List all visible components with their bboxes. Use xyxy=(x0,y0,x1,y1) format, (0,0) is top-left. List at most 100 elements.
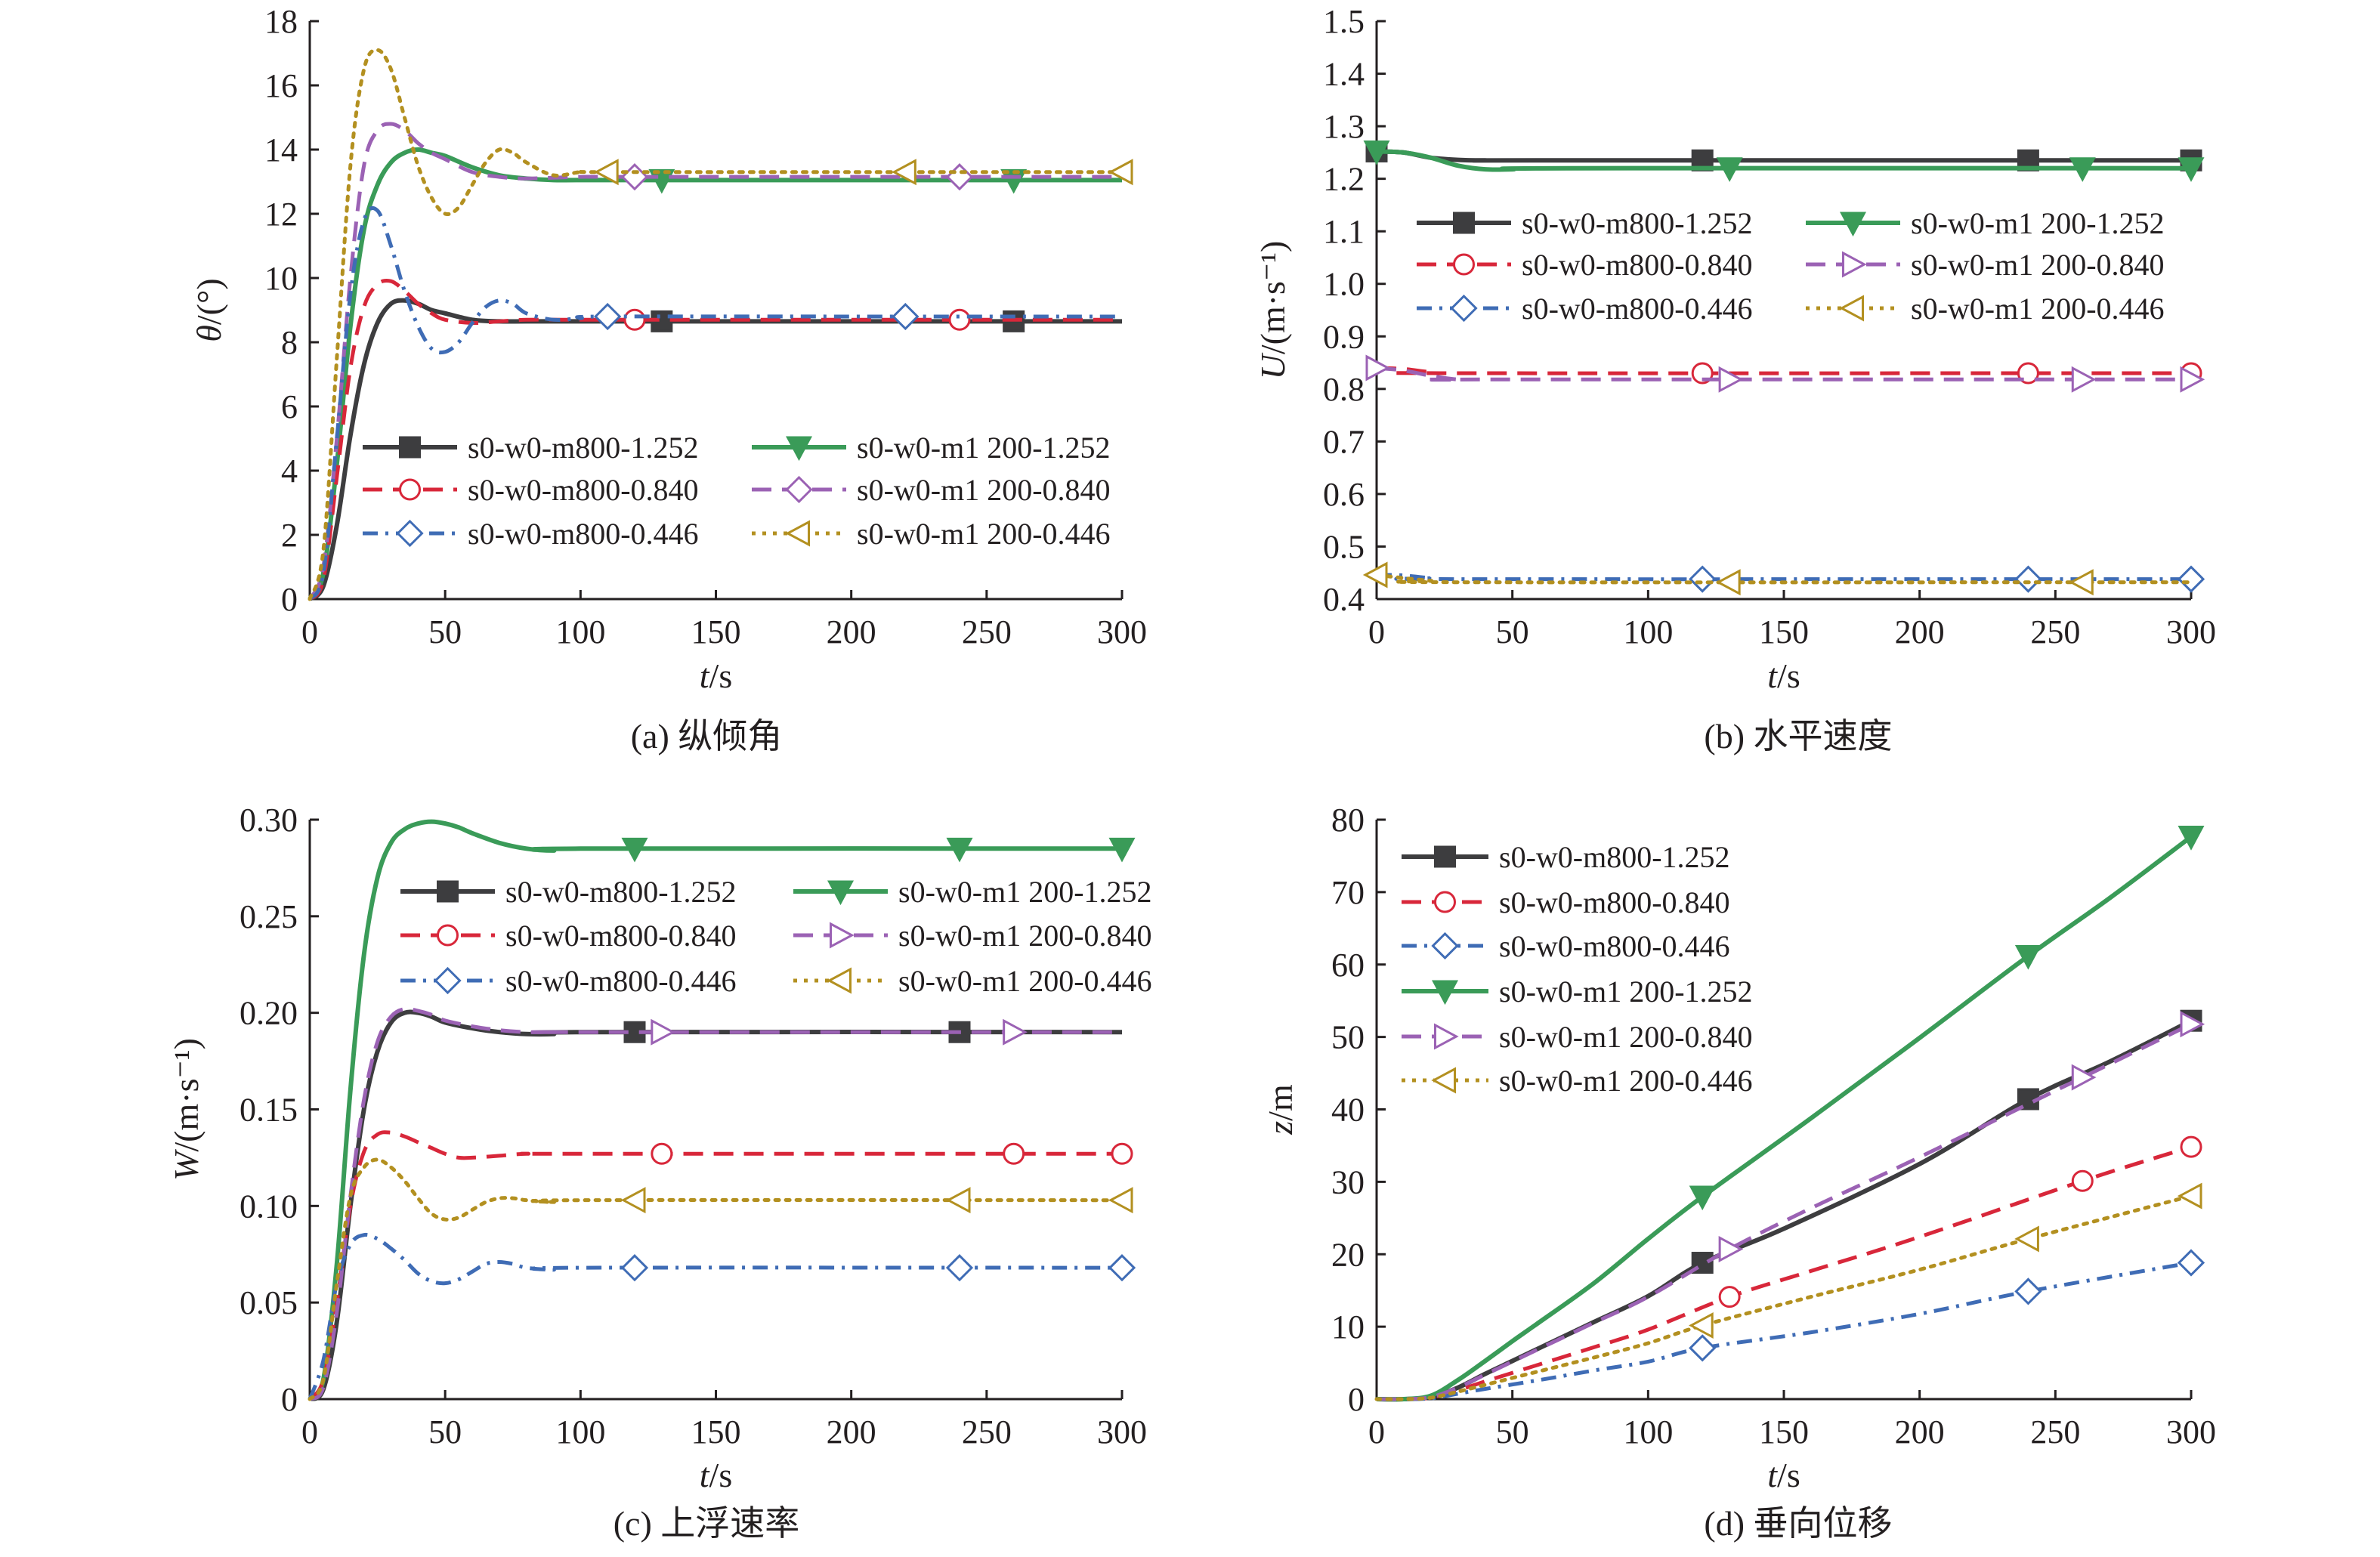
legend-marker xyxy=(830,922,855,949)
x-tick-label: 50 xyxy=(428,1413,462,1450)
series-marker xyxy=(2014,1225,2039,1253)
series-marker xyxy=(1718,1286,1741,1308)
series-marker xyxy=(945,1254,974,1282)
series-6 xyxy=(308,1157,1133,1401)
legend: s0-w0-m800-1.252 s0-w0-m1 200-1.252 s0-w0-… xyxy=(363,431,1111,551)
y-tick-label: 0.10 xyxy=(240,1188,298,1225)
legend-label: s0-w0-m800-1.252 xyxy=(1499,840,1730,874)
series-marker xyxy=(1718,1235,1744,1262)
series-marker xyxy=(2180,1135,2202,1158)
chart-panel-1: 0 50 100 150 200 250 300 0 2 4 6 8 10 12 14 16 18 s0-w0-m… xyxy=(190,3,1147,755)
legend-marker xyxy=(1839,295,1864,322)
y-tick-label: 0 xyxy=(281,1381,298,1418)
legend-label: s0-w0-m1 200-0.840 xyxy=(898,919,1152,953)
legend-label: s0-w0-m1 200-0.840 xyxy=(1499,1020,1753,1054)
x-tick-label: 300 xyxy=(1097,613,1147,650)
x-tick-label: 100 xyxy=(555,1413,605,1450)
series-marker xyxy=(2014,565,2042,593)
y-axis-label: U/(m·s⁻¹) xyxy=(1253,241,1292,380)
legend-marker xyxy=(437,924,459,947)
y-tick-label: 0.5 xyxy=(1323,528,1365,565)
series-1 xyxy=(308,1009,1123,1401)
x-tick-label: 200 xyxy=(1895,613,1945,650)
series-marker xyxy=(1108,837,1136,863)
series-marker xyxy=(2069,569,2094,596)
legend-label: s0-w0-m800-0.840 xyxy=(505,919,737,953)
series-marker xyxy=(945,1187,971,1214)
series-marker xyxy=(2069,157,2096,182)
chart-panel-3: 0 50 100 150 200 250 300 0 0.05 0.10 0.15 0.20 0.25 0… xyxy=(167,802,1152,1543)
series-line xyxy=(1376,149,2192,172)
legend-label: s0-w0-m800-1.252 xyxy=(468,431,699,465)
x-tick-label: 0 xyxy=(1368,1413,1385,1450)
x-tick-label: 200 xyxy=(827,1413,876,1450)
y-tick-label: 30 xyxy=(1331,1163,1365,1200)
series-marker xyxy=(651,1018,676,1046)
series-6 xyxy=(1362,561,2193,596)
series-marker xyxy=(2180,366,2205,393)
series-5 xyxy=(1376,1011,2205,1401)
series-marker xyxy=(620,1187,646,1214)
series-line xyxy=(1376,835,2193,1402)
y-tick-label: 4 xyxy=(281,453,298,490)
series-marker xyxy=(2071,1064,2097,1091)
y-tick-label: 1.1 xyxy=(1323,213,1365,250)
legend-marker xyxy=(1431,1067,1456,1094)
legend-label: s0-w0-m800-0.840 xyxy=(468,473,699,507)
series-5 xyxy=(308,205,1122,601)
series-marker xyxy=(651,1142,673,1165)
y-tick-label: 14 xyxy=(264,131,298,168)
series-marker xyxy=(2178,826,2205,851)
series-marker xyxy=(1111,1142,1133,1165)
series-line xyxy=(1376,366,2192,375)
y-tick-label: 1.3 xyxy=(1323,108,1365,145)
series-line xyxy=(1376,1022,2193,1401)
legend-marker xyxy=(1450,294,1478,323)
series-2 xyxy=(1363,140,2205,182)
legend-label: s0-w0-m1 200-0.840 xyxy=(857,473,1111,507)
series-marker xyxy=(945,163,974,191)
legend-marker xyxy=(399,436,421,459)
series-4 xyxy=(1365,354,2205,393)
legend-marker xyxy=(1842,251,1867,278)
series-marker xyxy=(620,1254,649,1282)
series-line xyxy=(308,278,1122,601)
legend-marker xyxy=(827,967,852,994)
series-line xyxy=(1374,573,2193,585)
y-tick-label: 60 xyxy=(1331,947,1365,984)
y-tick-label: 18 xyxy=(264,3,298,40)
legend-label: s0-w0-m1 200-1.252 xyxy=(857,431,1111,465)
legend-marker xyxy=(1434,891,1456,913)
x-axis-label: t/s xyxy=(1767,656,1800,695)
series-marker xyxy=(1003,1142,1025,1165)
x-tick-label: 100 xyxy=(555,613,605,650)
series-marker xyxy=(1689,1312,1714,1339)
y-axis-label: θ/(°) xyxy=(190,278,228,341)
x-tick-label: 0 xyxy=(301,613,318,650)
x-tick-label: 50 xyxy=(428,613,462,650)
series-marker xyxy=(2180,1011,2205,1038)
y-tick-label: 0 xyxy=(1348,1381,1365,1418)
y-tick-label: 8 xyxy=(281,324,298,361)
legend-marker xyxy=(1453,253,1475,276)
y-tick-label: 50 xyxy=(1331,1019,1365,1056)
series-2 xyxy=(1376,1135,2202,1401)
x-tick-label: 300 xyxy=(2166,613,2216,650)
x-tick-label: 150 xyxy=(691,1413,741,1450)
y-tick-label: 40 xyxy=(1331,1092,1365,1129)
y-tick-label: 70 xyxy=(1331,874,1365,911)
series-marker xyxy=(892,302,920,331)
y-tick-label: 80 xyxy=(1331,802,1365,839)
series-marker xyxy=(2178,157,2205,182)
series-line xyxy=(308,1130,1122,1401)
series-4 xyxy=(1376,826,2205,1402)
y-tick-label: 2 xyxy=(281,517,298,554)
x-tick-label: 200 xyxy=(827,613,876,650)
legend-marker xyxy=(437,880,459,903)
legend-label: s0-w0-m1 200-1.252 xyxy=(1911,206,2165,240)
chart-caption: (b) 水平速度 xyxy=(1704,717,1892,755)
legend-marker xyxy=(785,520,810,547)
legend-label: s0-w0-m800-1.252 xyxy=(505,875,737,909)
series-marker xyxy=(2071,366,2097,393)
